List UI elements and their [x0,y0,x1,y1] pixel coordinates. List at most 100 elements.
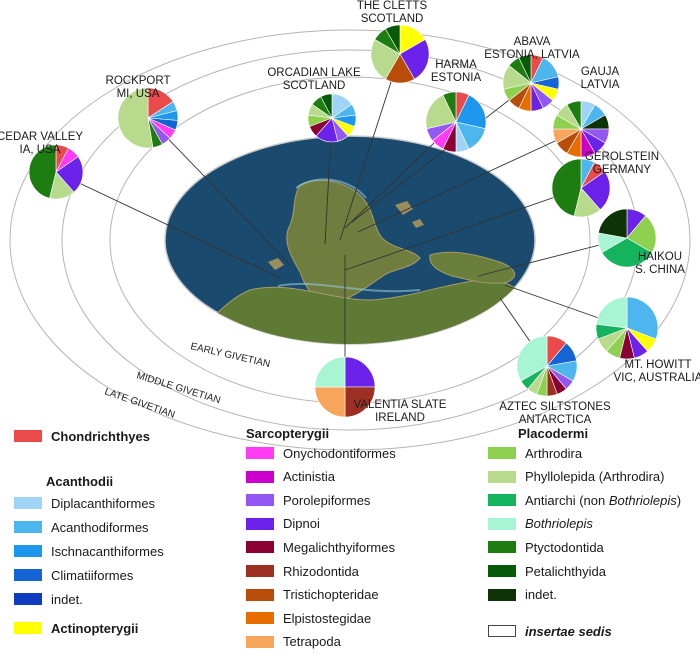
legend-item-climatiiformes: Climatiiformes [14,567,133,583]
legend-chondrichthyes: Chondrichthyes [14,428,150,444]
legend-swatch [488,470,516,483]
locality-label-gerolstein: GEROLSTEIN [585,151,659,163]
connector-rockport [147,117,291,266]
locality-label-harma: ESTONIA [431,72,482,84]
pie-slice-bothriolepis [314,356,346,388]
legend-label: Antiarchi (non Bothriolepis) [525,493,681,508]
continent-islands [268,201,424,270]
legend-label-part: ) [676,492,682,508]
pie-mthowitt [595,296,659,360]
legend-swatch [488,494,516,507]
locality-label-valentia: IRELAND [375,412,425,424]
legend-item-actinistia: Actinistia [246,469,335,485]
legend-item-megalichthyiformes: Megalichthyiformes [246,539,395,555]
legend-swatch [246,470,274,483]
locality-label-rockport: MI, USA [117,88,160,100]
connector-cletts [339,53,401,241]
legend-item-acanthodiformes: Acanthodiformes [14,519,149,535]
legend-insertae-sedis: insertae sedis [488,623,612,639]
pie-slice-acanthodiformes [626,296,659,340]
pie-orcadian [307,93,357,143]
legend-swatch [14,545,42,557]
ring-late [9,29,691,451]
legend-label: Climatiiformes [51,567,134,583]
pie-haikou [597,208,657,268]
pie-cedar [28,144,84,200]
locality-label-cedar: CEDAR VALLEY [0,131,83,143]
legend-label: Porolepiformes [283,492,371,508]
legend-label: Tetrapoda [283,634,341,650]
pie-valentia [314,356,376,418]
legend-label: indet. [525,587,557,603]
legend-label: indet. [51,591,83,607]
pie-rockport [117,87,179,149]
continent-laurussia [286,179,421,305]
legend-swatch [488,541,516,554]
ring-label-early: EARLY GIVETIAN [189,341,271,370]
pie-slice-petalichthyida [320,93,333,119]
legend-swatch [488,447,516,459]
pie-aztec [516,335,578,397]
legend-label: Ischnacanthiformes [51,543,164,559]
locality-label-valentia: VALENTIA SLATE [354,399,447,411]
pie-slice-ischnacanthiformes [455,94,487,130]
legend-item-ischnacanthiformes: Ischnacanthiformes [14,543,164,559]
pie-abava [502,54,560,112]
pie-slice-dipnoi [580,171,611,211]
connector-gerolstein [344,187,582,271]
locality-label-gerolstein: GERMANY [593,164,651,176]
legend-item-porolepiformes: Porolepiformes [246,492,370,508]
legend-label-part: Bothriolepis [608,492,677,508]
pie-slice-phyllolepida [370,39,401,80]
legend-label: Actinopterygii [51,620,139,636]
pie-slice-phyllolepida [117,87,154,149]
locality-label-rockport: ROCKPORT [106,75,171,87]
legend-item-elpistostegidae: Elpistostegidae [246,610,371,626]
pie-slice-arthrodira [626,215,657,253]
legend-swatch [246,588,274,601]
locality-pies [28,24,659,418]
legend-label: Petalichthyida [525,563,606,579]
pie-slice-ptyctodontida [28,144,57,199]
legend-label: Onychodontiformes [283,445,396,461]
locality-label-gauja: LATVIA [581,79,620,91]
continent-east [429,251,516,284]
legend-item-bothriolepis: Bothriolepis [488,516,593,532]
legend-swatch [14,622,42,634]
locality-label-abava: ESTONIA, LATVIA [484,49,580,61]
legend-swatch [14,521,42,533]
connector-cedar [55,171,281,279]
pie-slice-petalichthyida [518,54,532,84]
locality-label-orcadian: ORCADIAN LAKE [267,67,361,79]
legend-label-part: Antiarchi (non [525,492,609,508]
legend-label: Diplacanthiformes [51,495,156,511]
locality-label-aztec: ANTARCTICA [519,414,592,426]
shelf-light [277,178,421,293]
legend-item-arthrodira: Arthrodira [488,445,582,461]
legend-swatch [14,430,42,442]
legend-item-antiarchi: Antiarchi (non Bothriolepis) [488,492,681,508]
legend-item-indet-: indet. [14,591,83,607]
legend-swatch [14,569,42,581]
pie-harma [425,91,487,153]
pie-slice-dipnoi [344,356,376,388]
locality-label-mthowitt: MT. HOWITT [624,359,691,371]
pie-gauja [552,100,610,158]
locality-label-haikou: HAIKOU [638,251,682,263]
pie-slice-bothriolepis [595,296,628,329]
paleogeographic-globe [164,135,536,345]
connector-abava [351,82,532,223]
locality-label-mthowitt: VIC, AUSTRALIA [614,372,700,384]
legend-item-indet-: indet. [488,587,557,603]
legend-item-phyllolepida: Phyllolepida (Arthrodira) [488,469,664,485]
connector-gauja [357,128,582,233]
pie-slice-dipnoi [399,39,430,80]
pie-slice-ptyctodontida [442,91,457,123]
legend-swatch [246,447,274,459]
legend-label: Tristichopteridae [283,587,379,603]
pie-cletts [370,24,430,84]
legend-swatch [246,517,274,530]
legend-item-dipnoi: Dipnoi [246,516,320,532]
legend-label: Ptyctodontida [525,539,604,555]
